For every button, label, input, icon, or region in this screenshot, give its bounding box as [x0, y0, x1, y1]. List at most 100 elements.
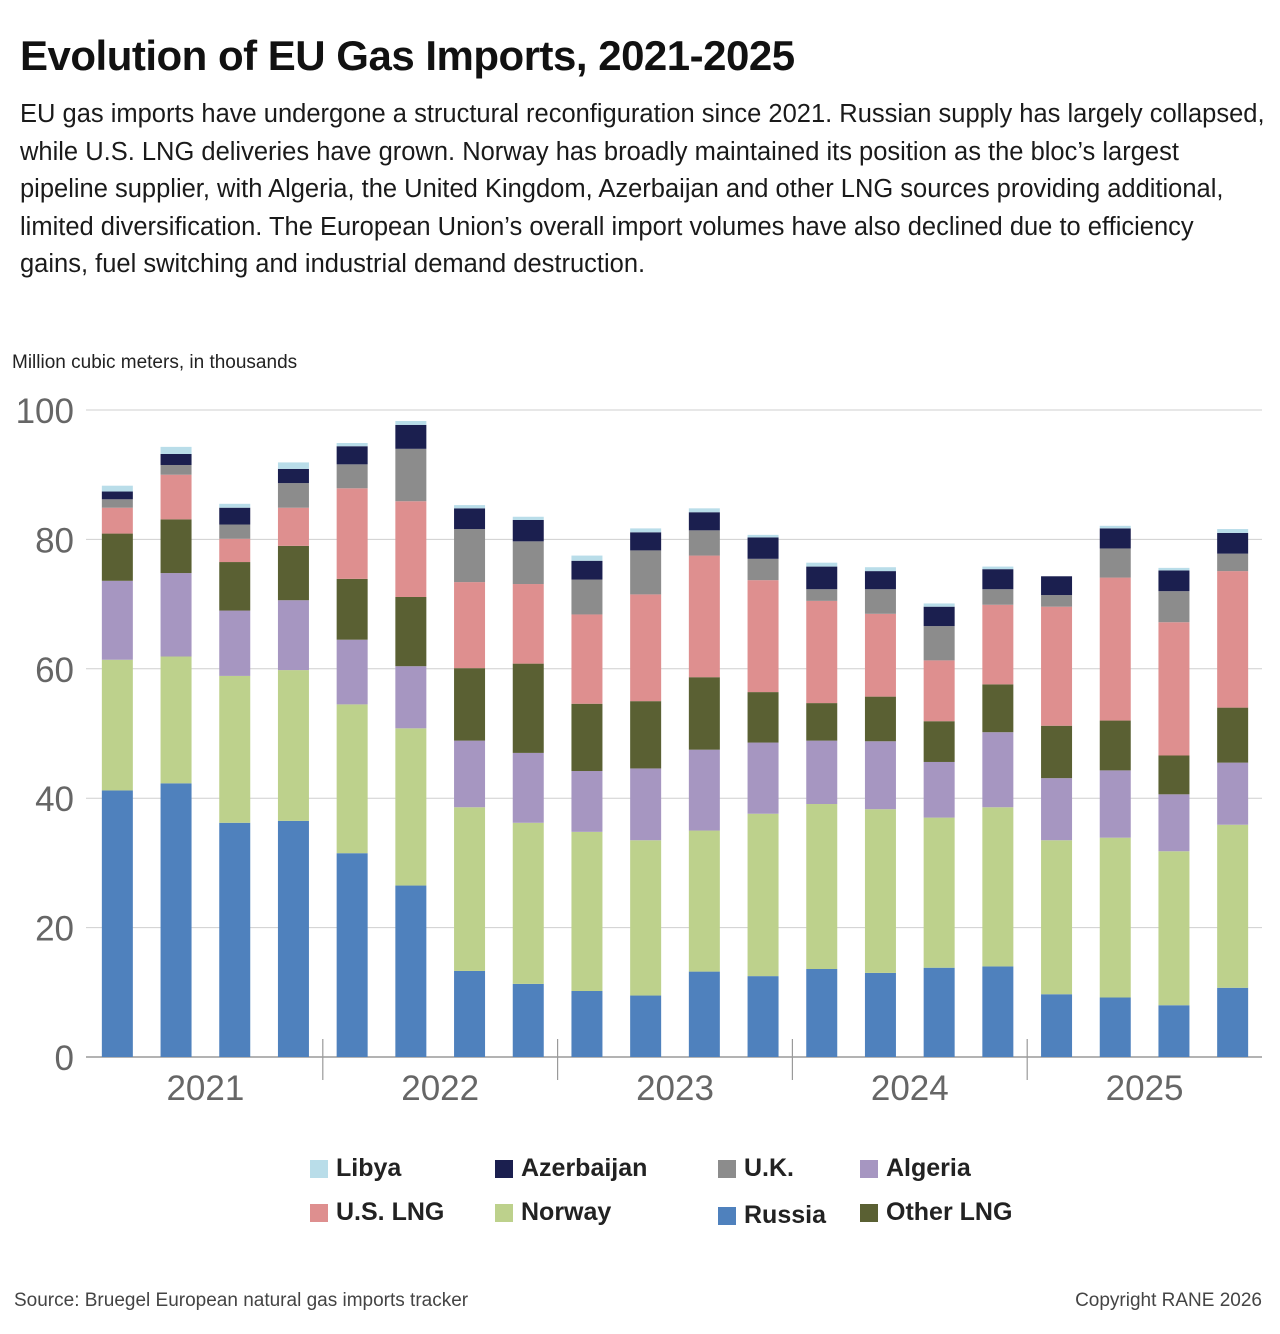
bar-segment	[219, 503, 251, 508]
bar-segment	[747, 692, 779, 743]
bar-segment	[688, 508, 720, 513]
bar-segment	[160, 464, 192, 475]
bar-segment	[806, 703, 838, 741]
bar-segment	[806, 566, 838, 590]
bar-segment	[454, 529, 486, 583]
bar-segment	[571, 555, 603, 561]
bar-segment	[219, 675, 251, 823]
bar-segment	[806, 589, 838, 601]
bar-segment	[630, 768, 662, 841]
bar-segment	[395, 420, 427, 425]
y-tick-label: 0	[55, 1039, 74, 1078]
bar-segment	[982, 569, 1014, 590]
bar-segment	[454, 668, 486, 741]
bar-segment	[688, 971, 720, 1057]
bar-segment	[982, 966, 1014, 1057]
bar-segment	[747, 976, 779, 1057]
legend: Libya Azerbaijan U.K. Algeria U.S. LNG N…	[300, 1150, 1080, 1240]
bar-segment	[1217, 762, 1249, 825]
x-year-label: 2021	[166, 1069, 244, 1108]
x-year-label: 2023	[636, 1069, 714, 1108]
bar-segment	[806, 600, 838, 704]
bar-segment	[1099, 577, 1131, 721]
bar-segment	[630, 840, 662, 996]
bar-segment	[1099, 548, 1131, 578]
bar-segment	[101, 533, 133, 581]
bar-segment	[277, 468, 309, 484]
legend-item-libya: Libya	[310, 1154, 401, 1183]
bar-segment	[1099, 525, 1131, 529]
bar-segment	[1041, 994, 1073, 1057]
legend-item-norway: Norway	[495, 1198, 611, 1227]
bar-segment	[630, 532, 662, 551]
bar-segment	[864, 809, 896, 973]
bar-segment	[1158, 591, 1190, 623]
bar-segment	[277, 820, 309, 1057]
legend-item-algeria: Algeria	[860, 1154, 971, 1183]
legend-label: Libya	[336, 1154, 402, 1182]
bar-segment	[1041, 840, 1073, 995]
bar-segment	[571, 771, 603, 832]
bar-segment	[395, 501, 427, 597]
bar-segment	[454, 740, 486, 808]
bar-segment	[336, 488, 368, 579]
bar-segment	[160, 453, 192, 465]
legend-label: Azerbaijan	[521, 1154, 648, 1182]
bar-segment	[219, 822, 251, 1057]
bar-segment	[1041, 606, 1073, 726]
bar-segment	[277, 462, 309, 469]
bar-segment	[512, 822, 544, 984]
bar-segment	[923, 660, 955, 722]
legend-item-other-lng: Other LNG	[860, 1198, 1012, 1227]
bar-segment	[1158, 794, 1190, 852]
bar-segment	[630, 528, 662, 533]
x-year-label: 2022	[401, 1069, 479, 1108]
bar-segment	[747, 537, 779, 559]
bar-segment	[982, 589, 1014, 605]
bar-segment	[923, 603, 955, 607]
bar-segment	[277, 670, 309, 821]
legend-label: Other LNG	[886, 1198, 1013, 1226]
bar-segment	[864, 571, 896, 590]
legend-label: Algeria	[886, 1154, 971, 1182]
bar-segment	[336, 704, 368, 854]
bar-segment	[395, 885, 427, 1057]
bar-segment	[454, 970, 486, 1057]
bar-segment	[747, 580, 779, 693]
bar-segment	[630, 995, 662, 1057]
bar-segment	[219, 524, 251, 539]
legend-item-us-lng: U.S. LNG	[310, 1198, 444, 1227]
bar-segment	[395, 448, 427, 502]
bar-segment	[395, 666, 427, 729]
y-axis-label: Million cubic meters, in thousands	[12, 352, 298, 373]
bar-segment	[923, 606, 955, 627]
bar-segment	[1099, 720, 1131, 771]
bar-segment	[512, 584, 544, 664]
bar-segment	[864, 567, 896, 572]
bar-segment	[747, 558, 779, 581]
bar-segment	[688, 830, 720, 972]
legend-label: Russia	[744, 1201, 826, 1229]
bar-segment	[864, 741, 896, 810]
bar-segment	[1217, 532, 1249, 554]
chart-title: Evolution of EU Gas Imports, 2021-2025	[20, 32, 795, 79]
legend-swatch	[860, 1159, 878, 1178]
bar-segment	[630, 701, 662, 769]
bar-segment	[864, 613, 896, 697]
bar-segment	[923, 626, 955, 661]
bar-segment	[1158, 1005, 1190, 1057]
bar-segment	[277, 483, 309, 508]
y-tick-label: 100	[16, 392, 74, 431]
bar-segment	[806, 740, 838, 805]
bar-segment	[630, 550, 662, 595]
bar-segment	[336, 442, 368, 447]
bar-segment	[982, 604, 1014, 685]
bar-segment	[219, 507, 251, 525]
bar-segment	[1158, 622, 1190, 756]
bar-segment	[160, 446, 192, 454]
bar-segment	[277, 507, 309, 546]
bar-segment	[1158, 567, 1190, 571]
bar-segment	[1099, 837, 1131, 998]
bar-segment	[571, 991, 603, 1057]
bar-segment	[923, 967, 955, 1057]
